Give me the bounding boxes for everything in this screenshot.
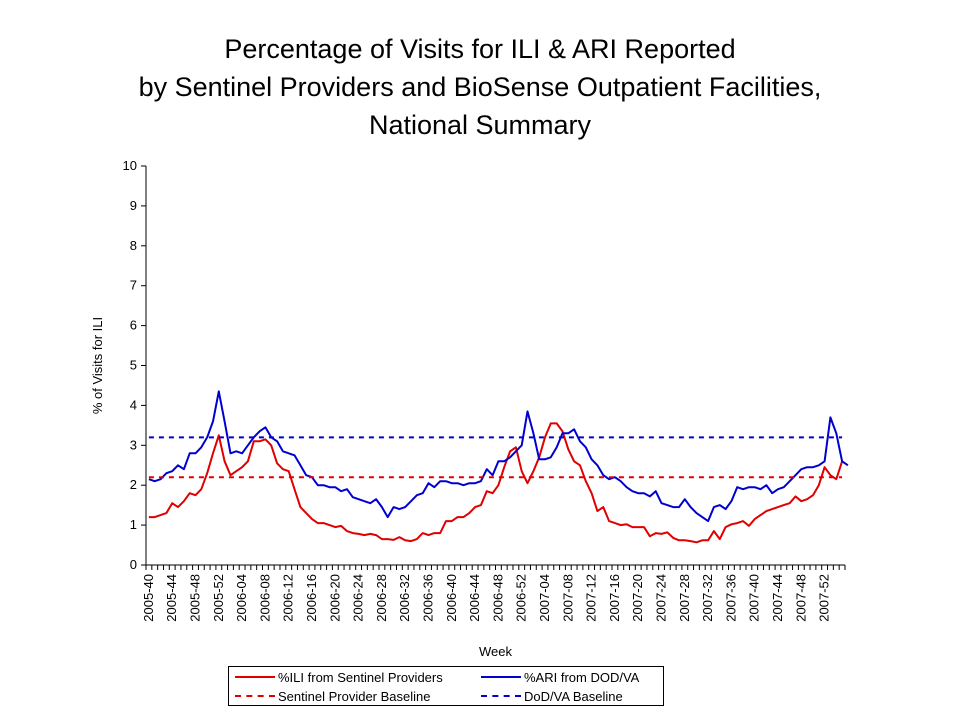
legend-item-dodva-baseline: DoD/VA Baseline — [481, 687, 623, 705]
x-tick-label: 2007-40 — [747, 574, 762, 622]
y-tick-label: 10 — [123, 158, 137, 173]
legend-item-ari: %ARI from DOD/VA — [481, 668, 639, 686]
x-tick-label: 2006-40 — [444, 574, 459, 622]
x-tick-label: 2007-36 — [723, 574, 738, 622]
x-tick-label: 2006-28 — [374, 574, 389, 622]
x-tick-label: 2006-32 — [397, 574, 412, 622]
x-tick-label: 2007-04 — [537, 574, 552, 622]
x-tick-label: 2006-12 — [281, 574, 296, 622]
y-tick-label: 4 — [130, 397, 137, 412]
legend-label-ari: %ARI from DOD/VA — [524, 669, 640, 685]
x-tick-label: 2006-04 — [234, 574, 249, 622]
x-tick-label: 2007-20 — [630, 574, 645, 622]
legend-label-ili: %ILI from Sentinel Providers — [278, 669, 443, 685]
x-tick-label: 2005-40 — [141, 574, 156, 622]
x-tick-label: 2007-08 — [560, 574, 575, 622]
x-tick-label: 2007-32 — [700, 574, 715, 622]
y-tick-label: 1 — [130, 517, 137, 532]
title-line-1: Percentage of Visits for ILI & ARI Repor… — [224, 34, 736, 64]
y-tick-label: 8 — [130, 238, 137, 253]
series-line-0 — [148, 422, 844, 544]
x-tick-label: 2006-48 — [490, 574, 505, 622]
x-tick-label: 2007-12 — [584, 574, 599, 622]
chart-title: Percentage of Visits for ILI & ARI Repor… — [0, 30, 960, 144]
x-tick-label: 2007-48 — [793, 574, 808, 622]
y-tick-label: 5 — [130, 358, 137, 373]
legend-label-sentinel-baseline: Sentinel Provider Baseline — [278, 688, 431, 704]
x-tick-label: 2007-24 — [654, 574, 669, 622]
x-tick-label: 2006-44 — [467, 574, 482, 622]
legend-swatch-sentinel-baseline — [235, 695, 275, 697]
y-tick-label: 3 — [130, 437, 137, 452]
y-tick-label: 0 — [130, 557, 137, 572]
x-tick-label: 2007-28 — [677, 574, 692, 622]
x-axis-title: Week — [479, 644, 512, 659]
legend-swatch-ari — [481, 676, 521, 678]
y-tick-label: 7 — [130, 278, 137, 293]
legend-item-ili: %ILI from Sentinel Providers — [235, 668, 443, 686]
x-tick-label: 2006-36 — [421, 574, 436, 622]
title-line-3: National Summary — [368, 110, 592, 140]
x-tick-label: 2005-48 — [188, 574, 203, 622]
y-tick-label: 9 — [130, 198, 137, 213]
x-tick-label: 2006-16 — [304, 574, 319, 622]
x-tick-label: 2005-52 — [211, 574, 226, 622]
x-tick-label: 2006-24 — [351, 574, 366, 622]
legend-swatch-ili — [235, 676, 275, 678]
legend-swatch-dodva-baseline — [481, 695, 521, 697]
x-tick-label: 2007-52 — [817, 574, 832, 622]
x-tick-label: 2005-44 — [164, 574, 179, 622]
legend-label-dodva-baseline: DoD/VA Baseline — [524, 688, 623, 704]
title-line-2: by Sentinel Providers and BioSense Outpa… — [138, 72, 822, 102]
series-line-1 — [148, 390, 849, 523]
x-tick-label: 2007-16 — [607, 574, 622, 622]
y-tick-label: 6 — [130, 318, 137, 333]
legend-item-sentinel-baseline: Sentinel Provider Baseline — [235, 687, 430, 705]
x-tick-label: 2006-52 — [514, 574, 529, 622]
x-tick-label: 2007-44 — [770, 574, 785, 622]
x-tick-label: 2006-08 — [257, 574, 272, 622]
y-tick-label: 2 — [130, 477, 137, 492]
legend: %ILI from Sentinel Providers %ARI from D… — [228, 666, 664, 706]
y-axis-title: % of Visits for ILI — [90, 317, 105, 414]
x-tick-label: 2006-20 — [327, 574, 342, 622]
